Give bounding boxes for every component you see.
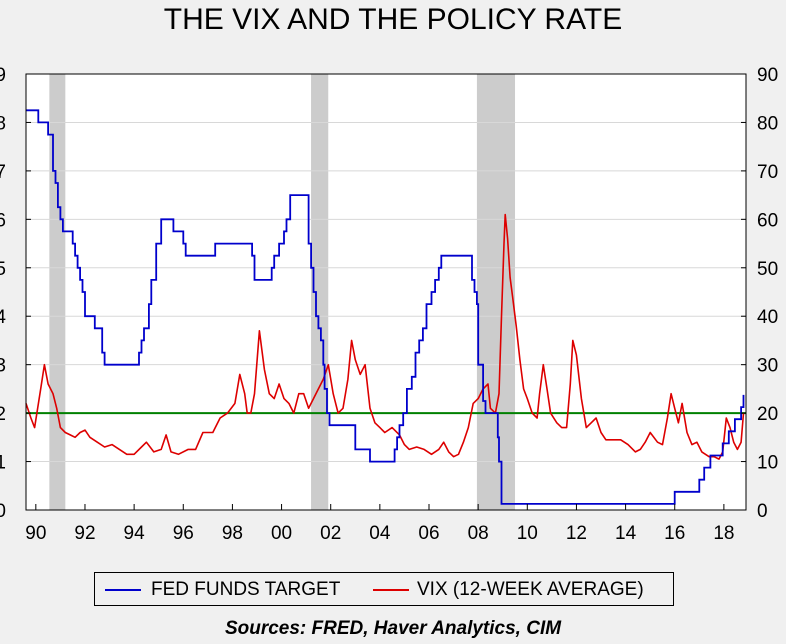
axis-ticks <box>26 73 746 511</box>
x-tick-label: 92 <box>74 523 95 544</box>
left-tick-label: 2 <box>0 404 6 425</box>
left-tick-label: 5 <box>0 259 6 280</box>
fed-funds-line <box>26 109 745 505</box>
right-tick-label: 70 <box>757 162 778 183</box>
fed-funds-series <box>26 109 745 505</box>
x-tick-label: 08 <box>468 523 489 544</box>
right-tick-label: 40 <box>757 307 778 328</box>
x-tick-label: 02 <box>320 523 341 544</box>
right-axis-labels: 0 10 20 30 40 50 60 70 80 90 <box>757 65 778 522</box>
x-tick-label: 10 <box>517 523 538 544</box>
left-axis-labels: 0 1 2 3 4 5 6 7 8 9 <box>0 65 6 522</box>
right-tick-label: 10 <box>757 453 778 474</box>
x-tick-label: 98 <box>222 523 243 544</box>
x-axis-labels: 90 92 94 96 98 00 02 04 06 08 10 12 14 16 18 <box>25 523 734 544</box>
right-tick-label: 50 <box>757 259 778 280</box>
right-tick-label: 20 <box>757 404 778 425</box>
left-tick-label: 0 <box>0 501 6 522</box>
right-tick-label: 0 <box>757 501 768 522</box>
x-tick-label: 16 <box>664 523 685 544</box>
x-tick-label: 00 <box>271 523 292 544</box>
left-tick-label: 4 <box>0 307 6 328</box>
legend: FED FUNDS TARGET VIX (12-WEEK AVERAGE) <box>94 572 674 606</box>
left-tick-label: 7 <box>0 162 6 183</box>
legend-label-fed-funds: FED FUNDS TARGET <box>151 579 341 600</box>
x-tick-label: 96 <box>173 523 194 544</box>
plot-border <box>25 73 747 511</box>
left-tick-label: 1 <box>0 453 6 474</box>
x-tick-label: 90 <box>25 523 46 544</box>
plot-area <box>26 74 746 510</box>
plot-frame <box>25 73 747 511</box>
x-tick-label: 12 <box>566 523 587 544</box>
left-tick-label: 8 <box>0 113 6 134</box>
vix-line <box>25 213 745 460</box>
legend-swatch-fed-funds <box>105 589 141 591</box>
x-tick-label: 06 <box>418 523 439 544</box>
left-tick-label: 9 <box>0 65 6 86</box>
x-tick-label: 14 <box>615 523 637 544</box>
right-tick-label: 60 <box>757 210 778 231</box>
right-tick-label: 80 <box>757 113 778 134</box>
right-tick-label: 90 <box>757 65 778 86</box>
vix-series <box>25 213 745 460</box>
left-tick-label: 3 <box>0 356 6 377</box>
recession-band <box>476 74 516 510</box>
recession-band <box>311 74 329 510</box>
x-tick-label: 04 <box>369 523 391 544</box>
legend-label-vix: VIX (12-WEEK AVERAGE) <box>417 579 644 600</box>
recession-shading <box>49 74 516 510</box>
x-tick-label: 94 <box>124 523 146 544</box>
recession-band <box>49 74 66 510</box>
x-tick-label: 18 <box>713 523 734 544</box>
chart-title: THE VIX AND THE POLICY RATE <box>163 3 623 36</box>
right-tick-label: 30 <box>757 356 778 377</box>
legend-swatch-vix <box>373 589 409 591</box>
left-tick-label: 6 <box>0 210 6 231</box>
plot-background <box>26 74 746 510</box>
sources-note: Sources: FRED, Haver Analytics, CIM <box>224 618 562 639</box>
